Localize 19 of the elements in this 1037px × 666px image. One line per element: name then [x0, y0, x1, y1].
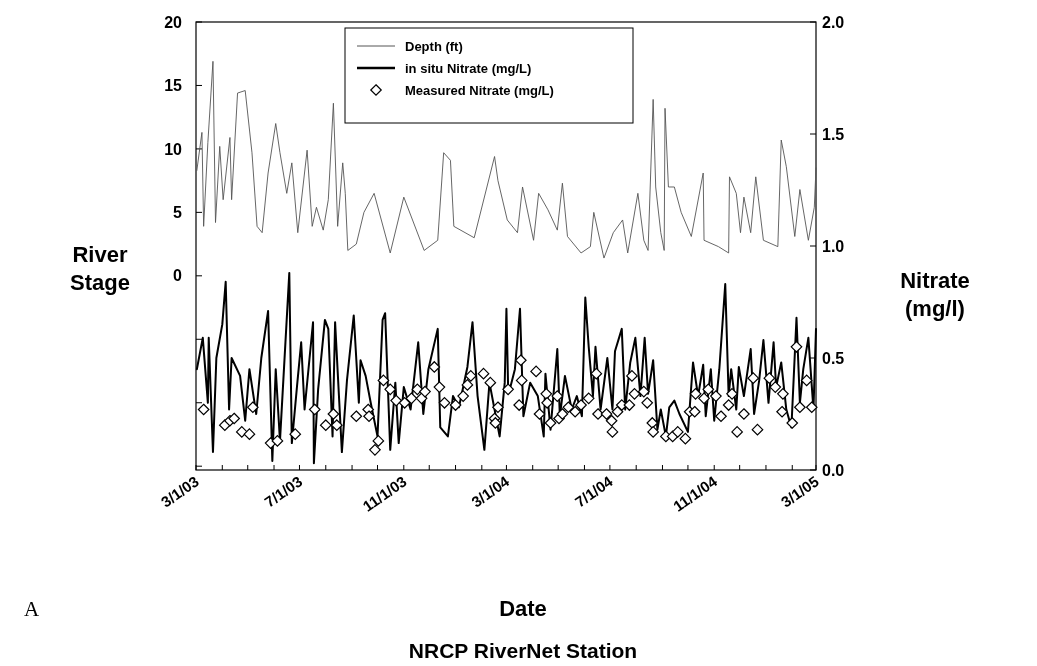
y-tick-label: 0 — [173, 267, 183, 285]
text: NRCP RiverNet Station — [408, 639, 638, 662]
y-tick-label: 5 — [173, 203, 183, 221]
y2-tick-label: 1.0 — [822, 237, 845, 255]
legend-label: in situ Nitrate (mg/L) — [405, 60, 532, 76]
y2-tick-label: 2.0 — [822, 13, 845, 31]
y2-tick-label: 0.0 — [822, 461, 845, 479]
y-axis-title: River Stage — [70, 242, 130, 295]
y-tick-label: 20 — [164, 13, 183, 31]
text: A — [24, 597, 40, 621]
y2-tick-label: 1.5 — [822, 125, 845, 143]
x-axis-title: Date — [499, 596, 547, 621]
legend-label: Depth (ft) — [405, 38, 463, 54]
line-series — [196, 60, 817, 259]
y-tick-label: 10 — [164, 140, 183, 158]
y-tick-label: 15 — [164, 77, 183, 95]
y2-tick-label: 0.5 — [822, 349, 845, 367]
y2-axis-title: Nitrate (mg/l) — [900, 268, 970, 321]
legend-label: Measured Nitrate (mg/L) — [405, 82, 554, 98]
